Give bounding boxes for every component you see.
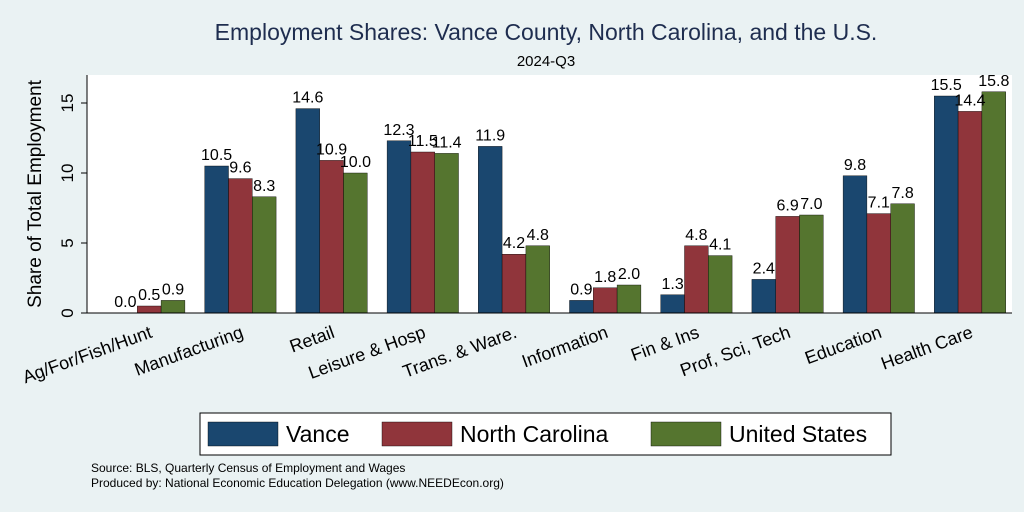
bar-north-carolina-retail <box>319 160 344 314</box>
bars-layer <box>137 91 1006 314</box>
value-label-vance-information: 0.9 <box>570 281 592 298</box>
bar-united-states-information <box>616 284 642 314</box>
bar-united-states-fin-ins <box>708 255 733 314</box>
chart-subtitle: 2024-Q3 <box>517 53 575 70</box>
bar-united-states-health-care <box>981 91 1006 314</box>
bar-vance-education <box>842 175 868 314</box>
legend-label-united-states: United States <box>729 421 867 447</box>
y-tick-label: 10 <box>58 164 77 183</box>
value-label-united-states-health-care: 15.8 <box>978 73 1009 90</box>
value-label-united-states-trans-ware: 4.8 <box>527 227 549 244</box>
bar-north-carolina-trans-ware <box>501 253 527 314</box>
legend-label-north-carolina: North Carolina <box>460 421 608 447</box>
value-label-north-carolina-manufacturing: 9.6 <box>229 160 251 177</box>
value-labels-layer: 0.0 10.5 14.6 12.3 11.9 0.9 1.3 2.4 9.8 15.5 0.5 9.… <box>114 73 1009 311</box>
value-label-united-states-fin-ins: 4.1 <box>709 237 731 254</box>
bar-united-states-trans-ware <box>525 245 550 314</box>
value-label-north-carolina-fin-ins: 4.8 <box>685 227 707 244</box>
bar-vance-trans-ware <box>478 146 503 314</box>
value-label-vance-retail: 14.6 <box>292 90 323 107</box>
bar-united-states-prof-sci-tech <box>799 214 824 314</box>
value-label-vance-leisure-hosp: 12.3 <box>383 122 414 139</box>
value-label-vance-education: 9.8 <box>844 157 866 174</box>
bar-vance-leisure-hosp <box>386 140 412 314</box>
bar-north-carolina-manufacturing <box>228 178 253 314</box>
value-label-north-carolina-health-care: 14.4 <box>954 92 985 109</box>
bar-united-states-ag-for-fish-hunt <box>160 300 186 314</box>
y-tick-label: 5 <box>58 238 77 247</box>
value-label-vance-trans-ware: 11.9 <box>475 127 505 144</box>
bar-vance-health-care <box>934 95 959 314</box>
bar-north-carolina-leisure-hosp <box>410 151 435 314</box>
bar-vance-information <box>569 300 594 314</box>
legend: Vance North Carolina United States <box>199 412 892 456</box>
bar-vance-retail <box>295 108 320 314</box>
value-label-north-carolina-information: 1.8 <box>594 269 616 286</box>
value-label-vance-manufacturing: 10.5 <box>201 147 232 164</box>
value-label-vance-fin-ins: 1.3 <box>661 276 683 293</box>
bar-north-carolina-fin-ins <box>684 245 709 314</box>
value-label-north-carolina-education: 7.1 <box>868 195 890 212</box>
bar-north-carolina-information <box>593 287 618 314</box>
legend-label-vance: Vance <box>286 421 350 447</box>
bar-north-carolina-education <box>866 213 891 314</box>
legend-box <box>199 412 892 456</box>
producer-note: Produced by: National Economic Education… <box>91 476 504 490</box>
bar-united-states-retail <box>343 172 368 314</box>
y-axis-label: Share of Total Employment <box>25 79 46 307</box>
value-label-north-carolina-ag-for-fish-hunt: 0.5 <box>138 287 160 304</box>
value-label-united-states-leisure-hosp: 11.4 <box>432 134 462 151</box>
value-label-vance-prof-sci-tech: 2.4 <box>753 260 775 277</box>
bar-north-carolina-health-care <box>957 111 983 314</box>
value-label-north-carolina-prof-sci-tech: 6.9 <box>776 197 798 214</box>
value-label-north-carolina-retail: 10.9 <box>316 141 347 158</box>
value-label-united-states-prof-sci-tech: 7.0 <box>800 196 822 213</box>
y-tick-label: 15 <box>58 94 77 113</box>
bar-vance-fin-ins <box>660 294 685 314</box>
bar-north-carolina-prof-sci-tech <box>775 216 800 314</box>
source-note: Source: BLS, Quarterly Census of Employm… <box>91 461 405 475</box>
bar-united-states-education <box>890 203 915 314</box>
y-axis-ticks: 0 5 10 15 <box>58 94 87 318</box>
bar-vance-manufacturing <box>204 165 229 314</box>
value-label-united-states-retail: 10.0 <box>340 154 371 171</box>
value-label-north-carolina-leisure-hosp: 11.5 <box>408 133 438 150</box>
value-label-united-states-ag-for-fish-hunt: 0.9 <box>162 281 184 298</box>
bar-north-carolina-ag-for-fish-hunt <box>137 305 162 314</box>
legend-swatch-vance <box>207 421 279 447</box>
legend-swatch-united-states <box>650 421 722 447</box>
value-label-vance-ag-for-fish-hunt: 0.0 <box>114 294 136 311</box>
bar-united-states-manufacturing <box>252 196 277 314</box>
chart-title: Employment Shares: Vance County, North C… <box>215 19 878 45</box>
value-label-vance-health-care: 15.5 <box>931 77 962 94</box>
y-tick-label: 0 <box>58 308 77 317</box>
value-label-united-states-manufacturing: 8.3 <box>253 178 275 195</box>
value-label-united-states-information: 2.0 <box>618 266 640 283</box>
value-label-north-carolina-trans-ware: 4.2 <box>503 235 525 252</box>
legend-swatch-north-carolina <box>381 421 453 447</box>
bar-united-states-leisure-hosp <box>434 153 459 314</box>
value-label-united-states-education: 7.8 <box>891 185 913 202</box>
bar-vance-prof-sci-tech <box>751 279 776 314</box>
